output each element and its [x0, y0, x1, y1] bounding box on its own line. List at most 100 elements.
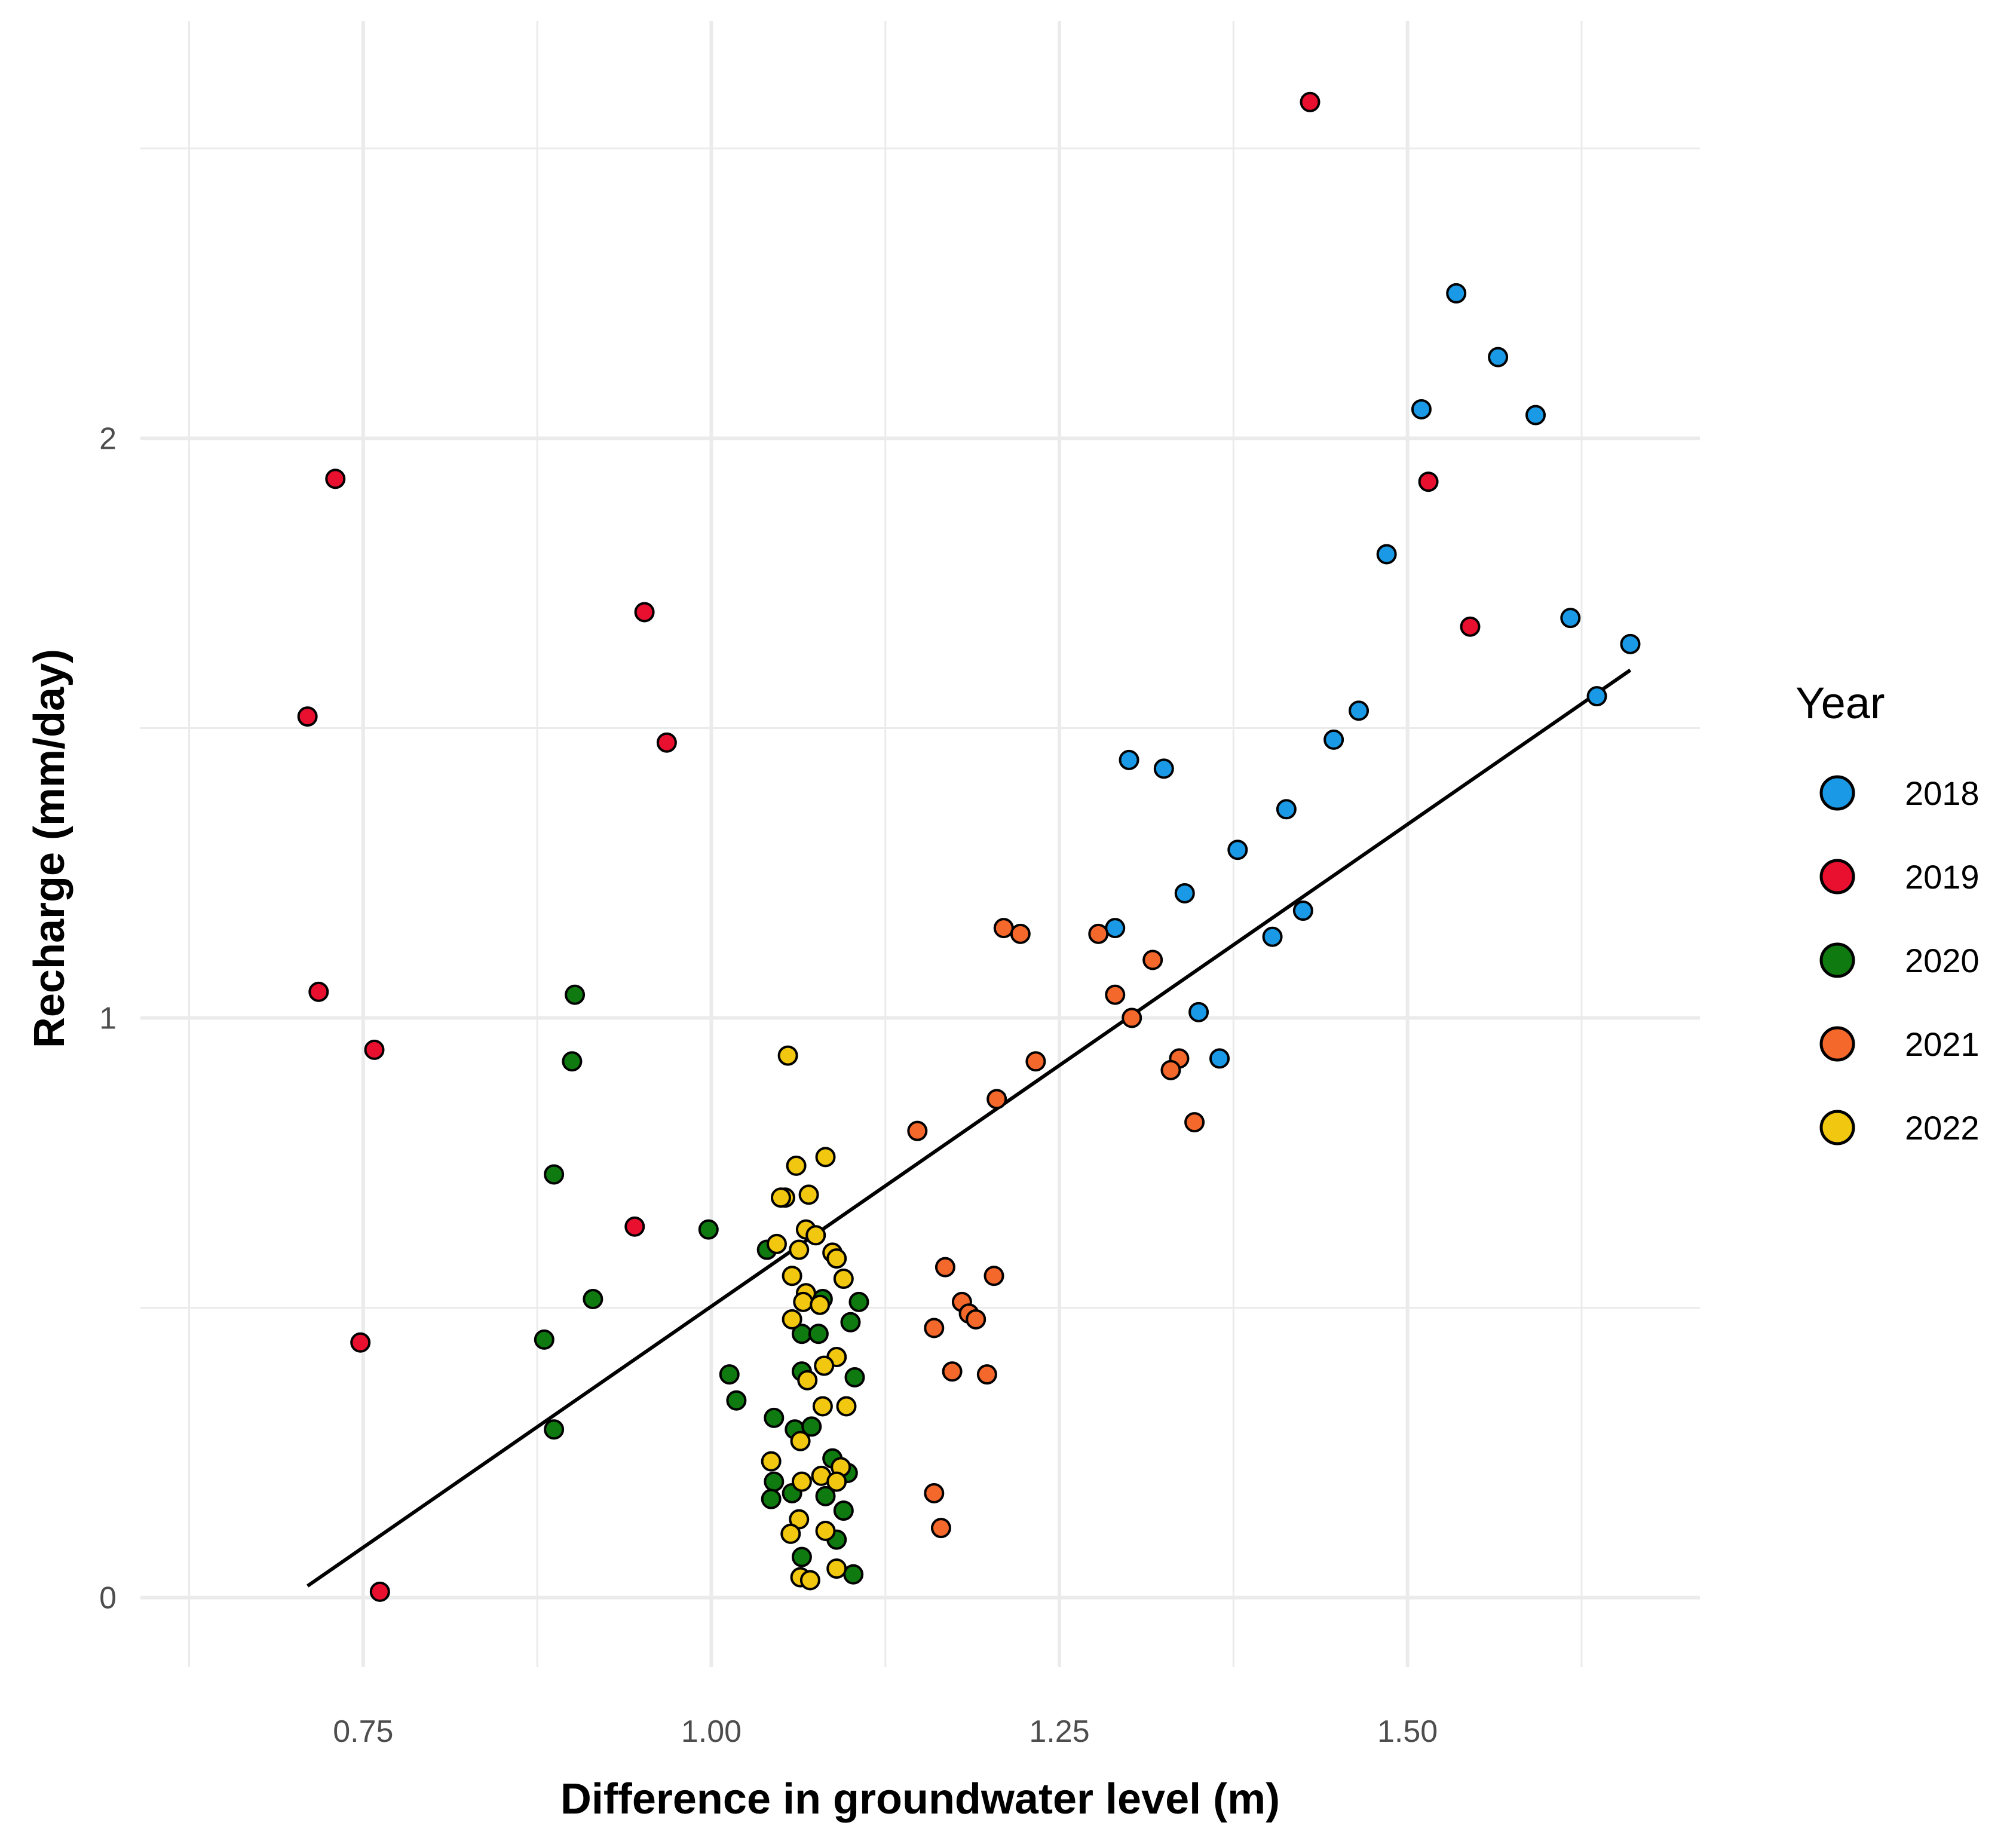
legend-title: Year [1796, 678, 1885, 728]
data-point-2022 [797, 1370, 818, 1390]
x-tick-label: 0.75 [333, 1714, 393, 1749]
data-point-2022 [761, 1451, 782, 1472]
data-point-2021 [966, 1309, 986, 1330]
trend-line [306, 669, 1632, 1588]
data-point-2021 [935, 1257, 955, 1278]
data-point-2021 [1088, 923, 1109, 944]
data-point-2021 [907, 1120, 928, 1141]
data-point-2018 [1586, 686, 1607, 707]
x-axis-title: Difference in groundwater level (m) [560, 1775, 1280, 1823]
data-point-2018 [1105, 918, 1126, 939]
data-point-2019 [634, 602, 655, 623]
data-point-2022 [782, 1309, 802, 1330]
legend-key-2019 [1819, 859, 1855, 895]
data-point-2018 [1188, 1001, 1209, 1022]
data-point-2022 [814, 1355, 835, 1376]
data-point-2019 [1300, 91, 1320, 112]
data-point-2018 [1323, 729, 1344, 750]
data-point-2022 [791, 1471, 812, 1492]
series-2019 [297, 91, 1481, 1602]
x-tick-label: 1.25 [1029, 1714, 1089, 1749]
legend-key-2021 [1819, 1026, 1855, 1062]
data-point-2020 [808, 1324, 829, 1344]
data-point-2020 [562, 1051, 583, 1072]
data-point-2021 [976, 1364, 997, 1385]
data-point-2018 [1153, 758, 1174, 779]
data-point-2019 [369, 1581, 390, 1602]
legend-label-2021: 2021 [1905, 1025, 1980, 1063]
data-point-2020 [565, 984, 586, 1005]
data-point-2022 [798, 1184, 819, 1205]
data-point-2022 [810, 1294, 831, 1315]
data-point-2018 [1209, 1048, 1230, 1069]
data-point-2019 [624, 1216, 645, 1237]
legend-label-2019: 2019 [1905, 858, 1980, 896]
data-point-2021 [984, 1266, 1004, 1286]
data-point-2022 [793, 1291, 814, 1312]
data-point-2018 [1411, 399, 1432, 419]
data-point-2018 [1560, 608, 1581, 629]
legend-label-2022: 2022 [1905, 1109, 1980, 1147]
data-point-2020 [844, 1367, 865, 1387]
data-point-2022 [782, 1266, 802, 1286]
data-point-2022 [799, 1570, 820, 1591]
data-point-2020 [843, 1564, 864, 1585]
data-point-2021 [1010, 923, 1031, 944]
data-point-2022 [815, 1147, 836, 1168]
data-point-2019 [297, 706, 318, 727]
data-point-2022 [777, 1045, 798, 1066]
data-point-2021 [942, 1361, 963, 1382]
data-point-2020 [544, 1164, 565, 1185]
data-point-2021 [924, 1482, 945, 1503]
data-point-2022 [770, 1187, 791, 1208]
data-point-2022 [786, 1155, 807, 1176]
data-point-2018 [1174, 883, 1195, 903]
data-point-2018 [1488, 347, 1509, 367]
data-point-2019 [364, 1039, 385, 1060]
legend: Year 2018 2019 2020 2021 2022 [1796, 678, 1980, 1147]
data-point-2021 [1122, 1007, 1142, 1028]
legend-key-2020 [1819, 942, 1855, 978]
data-point-2021 [1184, 1112, 1205, 1133]
data-point-2021 [924, 1318, 945, 1338]
data-point-2018 [1446, 283, 1467, 304]
data-point-2022 [789, 1239, 810, 1260]
x-tick-label: 1.00 [681, 1714, 742, 1749]
data-point-2019 [1460, 616, 1481, 637]
data-point-2018 [1227, 840, 1248, 860]
data-point-2022 [766, 1233, 787, 1254]
data-point-2022 [826, 1471, 847, 1492]
data-point-2021 [1105, 984, 1126, 1005]
y-tick-label: 1 [99, 1001, 117, 1036]
legend-key-2022 [1819, 1110, 1855, 1145]
series-2020 [534, 984, 869, 1585]
data-point-2018 [1349, 700, 1369, 721]
data-point-2020 [726, 1390, 747, 1411]
data-point-2020 [764, 1471, 785, 1492]
data-point-2018 [1119, 749, 1139, 770]
data-point-2021 [993, 918, 1014, 939]
trend-layer [306, 669, 1632, 1588]
data-point-2021 [1025, 1051, 1046, 1072]
y-axis-title: Recharge (mm/day) [26, 649, 73, 1048]
data-point-2018 [1525, 405, 1546, 425]
legend-label-2020: 2020 [1905, 942, 1980, 979]
data-point-2018 [1276, 799, 1297, 820]
series-2021 [907, 918, 1205, 1539]
series-2018 [1105, 283, 1641, 1069]
data-point-2020 [534, 1329, 554, 1350]
data-point-2019 [325, 468, 346, 489]
data-point-2020 [544, 1419, 565, 1440]
data-point-2020 [719, 1364, 740, 1385]
data-point-2020 [801, 1416, 822, 1437]
data-point-2019 [308, 981, 329, 1002]
data-point-2022 [826, 1558, 847, 1579]
data-point-2020 [764, 1407, 785, 1428]
grid [140, 21, 1700, 1667]
legend-label-2018: 2018 [1905, 774, 1980, 812]
x-axis-ticks: 0.75 1.00 1.25 1.50 [333, 1714, 1438, 1749]
data-point-2022 [833, 1269, 854, 1289]
data-point-2022 [826, 1248, 847, 1269]
y-tick-label: 0 [99, 1581, 117, 1616]
